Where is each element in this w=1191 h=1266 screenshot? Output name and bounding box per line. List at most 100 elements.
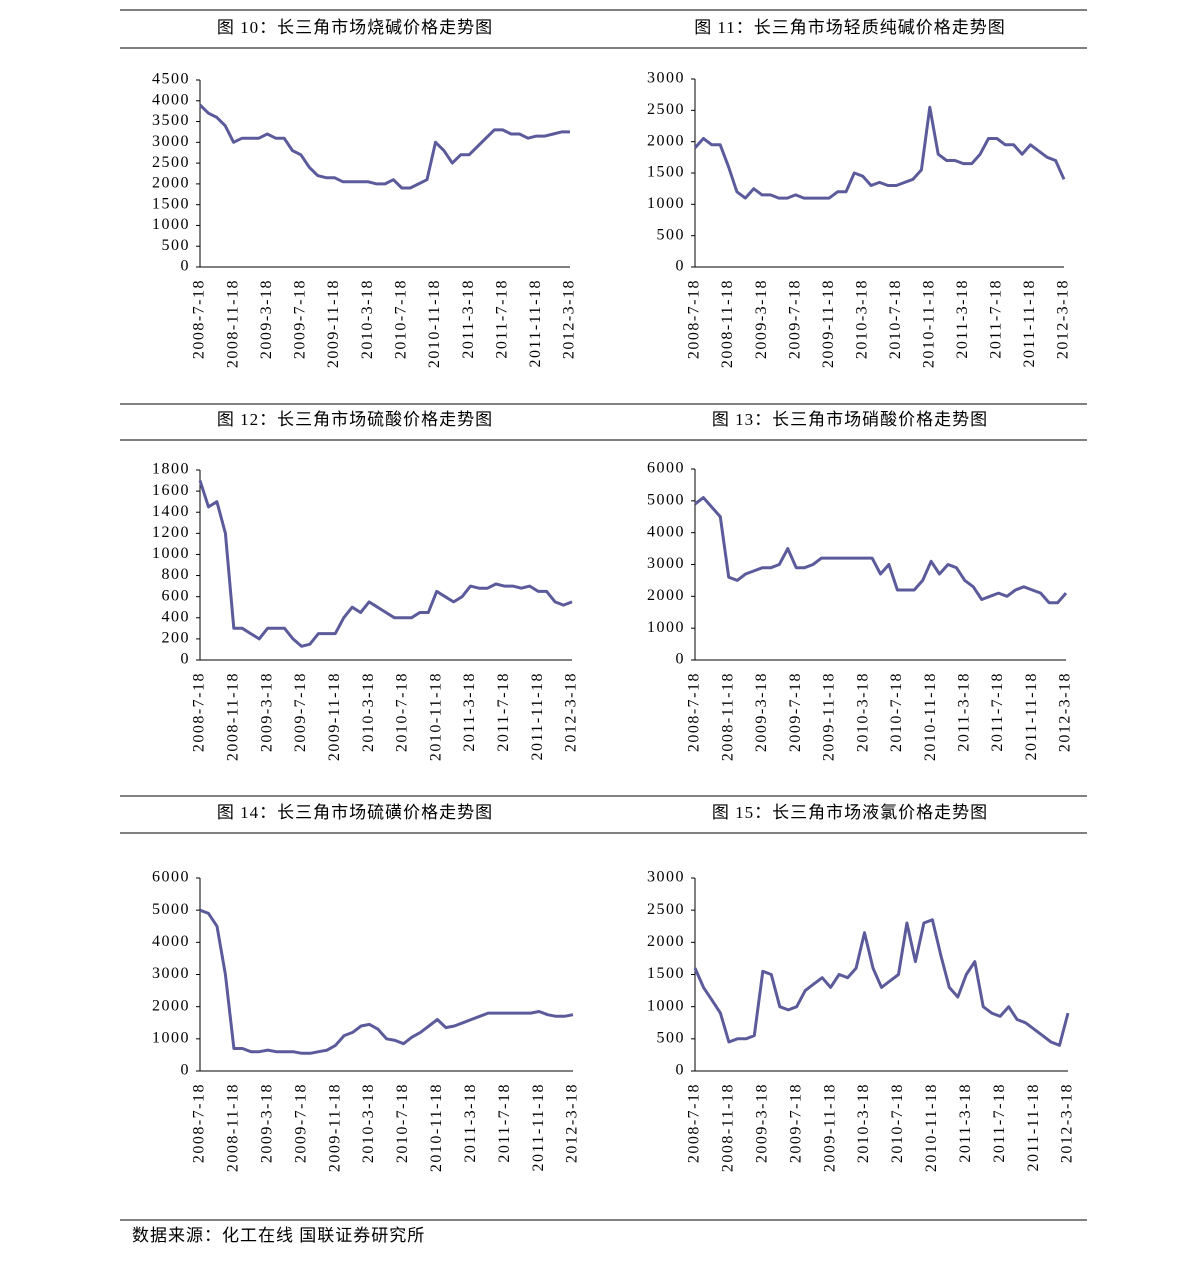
y-tick-label: 2000 — [647, 933, 685, 950]
y-tick-label: 4000 — [152, 933, 190, 950]
y-tick-label: 2000 — [647, 132, 685, 149]
x-tick-label: 2010-11-18 — [920, 279, 937, 368]
y-tick-label: 800 — [162, 566, 191, 583]
y-tick-label: 1000 — [152, 1030, 190, 1047]
x-tick-label: 2010-11-18 — [922, 672, 939, 761]
y-tick-label: 1000 — [647, 997, 685, 1014]
y-tick-label: 2500 — [152, 154, 190, 171]
x-tick-label: 2008-11-18 — [719, 672, 736, 761]
price-line — [198, 103, 570, 190]
x-tick-label: 2009-7-18 — [292, 672, 309, 752]
x-tick-label: 2010-11-18 — [428, 1083, 445, 1172]
y-tick-label: 2000 — [152, 175, 190, 192]
y-tick-label: 1400 — [152, 503, 190, 520]
x-tick-label: 2010-3-18 — [360, 1083, 377, 1163]
y-tick-label: 4500 — [152, 71, 190, 88]
y-tick-label: 1000 — [152, 216, 190, 233]
x-tick-label: 2009-11-18 — [326, 1083, 343, 1172]
x-tick-label: 2011-7-18 — [991, 1083, 1008, 1163]
x-tick-label: 2011-11-18 — [529, 672, 546, 760]
x-tick-label: 2009-3-18 — [258, 672, 275, 752]
x-tick-label: 2009-3-18 — [753, 279, 770, 359]
x-tick-label: 2011-11-18 — [1023, 672, 1040, 760]
x-tick-label: 2012-3-18 — [563, 672, 580, 752]
chart-title: 图 12：长三角市场硫酸价格走势图 — [217, 410, 493, 429]
chart-title: 图 15：长三角市场液氯价格走势图 — [712, 803, 988, 822]
y-tick-label: 3000 — [152, 133, 190, 150]
x-tick-label: 2010-11-18 — [923, 1083, 940, 1172]
x-tick-label: 2012-3-18 — [1055, 279, 1072, 359]
y-tick-label: 4000 — [152, 91, 190, 108]
y-tick-label: 1500 — [152, 195, 190, 212]
y-tick-label: 5000 — [152, 901, 190, 918]
x-tick-label: 2012-3-18 — [564, 1083, 581, 1163]
price-line — [693, 105, 1066, 200]
y-tick-label: 0 — [181, 651, 191, 668]
y-tick-label: 1000 — [152, 545, 190, 562]
x-tick-label: 2010-3-18 — [359, 279, 376, 359]
y-tick-label: 1800 — [152, 461, 190, 478]
x-tick-label: 2011-7-18 — [988, 279, 1005, 359]
x-tick-label: 2009-7-18 — [787, 672, 804, 752]
x-tick-label: 2010-7-18 — [394, 672, 411, 752]
x-tick-label: 2011-7-18 — [495, 672, 512, 752]
y-tick-label: 400 — [162, 608, 191, 625]
y-tick-label: 500 — [657, 1030, 686, 1047]
x-tick-label: 2008-11-18 — [224, 672, 241, 761]
x-tick-label: 2010-7-18 — [392, 279, 409, 359]
x-tick-label: 2011-7-18 — [496, 1083, 513, 1163]
x-tick-label: 2009-11-18 — [821, 672, 838, 761]
y-tick-label: 0 — [181, 1062, 191, 1079]
x-tick-label: 2009-7-18 — [292, 279, 309, 359]
x-tick-label: 2011-7-18 — [493, 279, 510, 359]
x-tick-label: 2008-11-18 — [720, 1083, 737, 1172]
x-tick-label: 2012-3-18 — [1057, 672, 1074, 752]
y-tick-label: 3000 — [647, 555, 685, 572]
y-tick-label: 0 — [676, 651, 686, 668]
x-tick-label: 2009-3-18 — [258, 1083, 275, 1163]
price-line — [694, 496, 1068, 605]
x-tick-label: 2011-11-18 — [1021, 279, 1038, 367]
x-tick-label: 2008-7-18 — [686, 1083, 703, 1163]
x-tick-label: 2012-3-18 — [1059, 1083, 1076, 1163]
chart-title: 图 13：长三角市场硝酸价格走势图 — [712, 410, 988, 429]
y-tick-label: 2500 — [647, 901, 685, 918]
x-tick-label: 2010-11-18 — [427, 672, 444, 761]
x-tick-label: 2012-3-18 — [561, 279, 578, 359]
x-tick-label: 2008-11-18 — [225, 1083, 242, 1172]
x-tick-label: 2011-11-18 — [1025, 1083, 1042, 1171]
y-tick-label: 600 — [162, 587, 191, 604]
x-tick-label: 2011-7-18 — [989, 672, 1006, 752]
x-tick-label: 2008-7-18 — [191, 672, 208, 752]
price-line — [198, 480, 573, 648]
x-tick-label: 2009-3-18 — [753, 1083, 770, 1163]
chart-title: 图 14：长三角市场硫磺价格走势图 — [217, 803, 493, 822]
y-tick-label: 5000 — [647, 492, 685, 509]
y-tick-label: 4000 — [647, 523, 685, 540]
price-line — [199, 908, 574, 1055]
x-tick-label: 2009-3-18 — [753, 672, 770, 752]
y-tick-label: 500 — [657, 226, 686, 243]
y-tick-label: 200 — [162, 630, 191, 647]
x-tick-label: 2008-7-18 — [191, 279, 208, 359]
x-tick-label: 2011-3-18 — [957, 1083, 974, 1163]
y-tick-label: 2500 — [647, 101, 685, 118]
x-tick-label: 2009-11-18 — [325, 279, 342, 368]
x-tick-label: 2011-3-18 — [954, 279, 971, 359]
y-tick-label: 3000 — [647, 869, 685, 886]
y-tick-label: 3000 — [152, 965, 190, 982]
x-tick-label: 2010-11-18 — [426, 279, 443, 368]
x-tick-label: 2008-11-18 — [224, 279, 241, 368]
x-tick-label: 2011-3-18 — [462, 1083, 479, 1163]
x-tick-label: 2010-3-18 — [855, 1083, 872, 1163]
y-tick-label: 1500 — [647, 965, 685, 982]
x-tick-label: 2010-7-18 — [889, 1083, 906, 1163]
chart-title: 图 10：长三角市场烧碱价格走势图 — [217, 18, 493, 37]
y-tick-label: 3000 — [647, 70, 685, 87]
rules — [120, 9, 1087, 1221]
y-tick-label: 1000 — [647, 195, 685, 212]
x-tick-label: 2011-11-18 — [527, 279, 544, 367]
y-tick-label: 0 — [181, 258, 191, 275]
x-tick-label: 2008-7-18 — [686, 672, 703, 752]
y-tick-label: 6000 — [647, 460, 685, 477]
